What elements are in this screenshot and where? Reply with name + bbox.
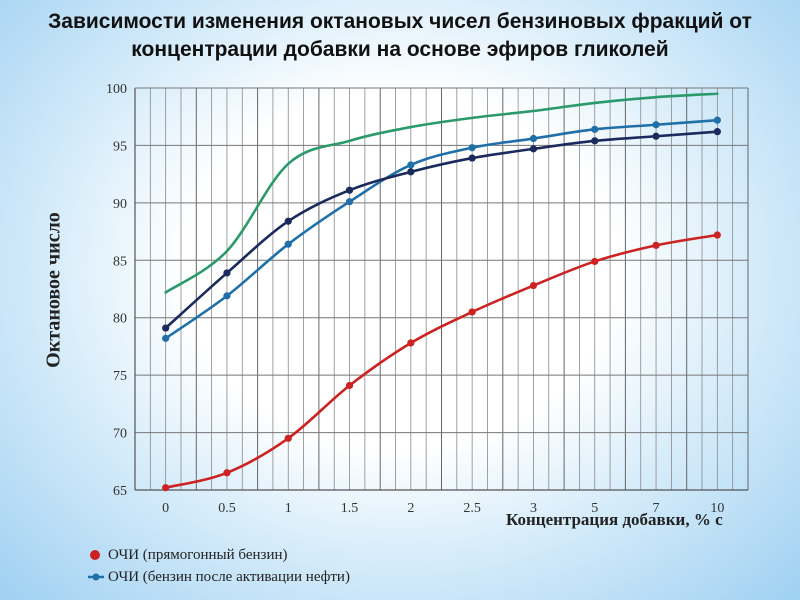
data-point (468, 154, 476, 162)
y-tick-label: 95 (113, 139, 127, 154)
data-point (284, 217, 292, 225)
data-point (223, 269, 231, 277)
x-axis-label: Концентрация добавки, % с (506, 510, 723, 529)
data-point (713, 128, 721, 136)
x-tick-label: 0 (162, 501, 169, 516)
series-2 (162, 128, 721, 332)
data-point (529, 134, 538, 143)
data-point (591, 257, 599, 266)
data-point (652, 121, 660, 129)
y-tick-label: 65 (113, 484, 127, 499)
data-point (345, 186, 354, 194)
y-tick-label: 85 (113, 254, 127, 269)
data-point (284, 434, 292, 442)
legend-marker-blue (88, 573, 104, 581)
data-point (345, 381, 354, 390)
series-line (164, 233, 719, 490)
data-point (407, 161, 415, 169)
x-tick-label: 2 (407, 501, 414, 516)
y-tick-label: 80 (113, 312, 127, 327)
data-point (529, 145, 538, 153)
legend-label: ОЧИ (прямогонный бензин) (108, 547, 288, 563)
data-point (162, 324, 170, 332)
series-lines (162, 92, 721, 492)
x-tick-label: 5 (591, 501, 598, 516)
y-axis-label: Октановое число (42, 212, 65, 368)
data-point (468, 144, 476, 152)
series-1 (162, 116, 721, 342)
data-point (468, 308, 476, 316)
series-0 (162, 231, 721, 492)
axes (134, 88, 748, 491)
y-tick-labels: 65 70 75 80 85 90 95 100 (106, 82, 127, 499)
data-point (223, 469, 231, 477)
series-line (164, 118, 719, 340)
legend-marker-red (90, 550, 100, 560)
data-point (591, 125, 599, 133)
x-tick-label: 2.5 (463, 501, 481, 516)
x-tick-label: 10 (710, 501, 724, 516)
data-point (407, 339, 415, 347)
data-point (529, 281, 538, 290)
data-point (652, 132, 660, 140)
data-point (162, 334, 170, 342)
series-3 (164, 92, 719, 294)
x-tick-label: 1 (285, 501, 292, 516)
data-point (652, 241, 660, 249)
data-point (713, 116, 721, 124)
x-tick-label: 3 (530, 501, 537, 516)
data-point (713, 231, 721, 239)
data-point (223, 292, 231, 300)
y-tick-label: 75 (113, 369, 127, 384)
series-line (164, 130, 719, 330)
data-point (284, 240, 292, 248)
grid-lines (134, 87, 749, 491)
data-point (407, 168, 415, 176)
series-line (164, 92, 719, 294)
x-tick-labels: 0 0.5 1 1.5 2 2.5 3 5 7 10 (162, 501, 724, 516)
data-point (591, 137, 599, 145)
legend-label: ОЧИ (бензин после активации нефти) (108, 569, 350, 585)
data-point (345, 198, 354, 206)
data-point (162, 484, 170, 492)
y-tick-label: 70 (113, 427, 127, 442)
y-tick-label: 90 (113, 197, 127, 212)
x-tick-label: 0.5 (218, 501, 236, 516)
y-tick-label: 100 (106, 82, 127, 97)
x-tick-label: 1.5 (341, 501, 359, 516)
chart-title: Зависимости изменения октановых чисел бе… (48, 10, 752, 61)
x-tick-label: 7 (653, 501, 660, 516)
